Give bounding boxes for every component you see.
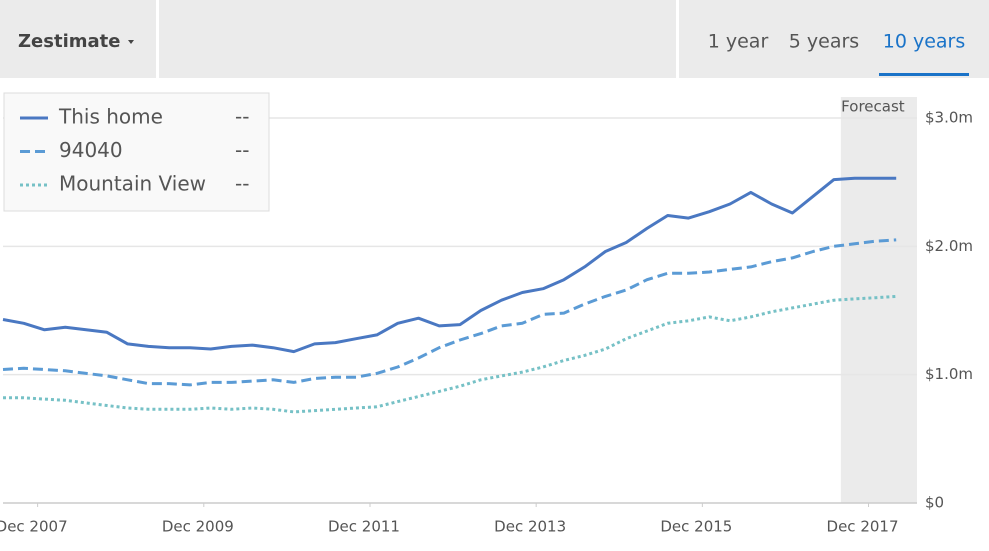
y-tick-label: $0 bbox=[925, 494, 944, 512]
x-tick-label: Dec 2007 bbox=[0, 518, 68, 536]
tab[interactable]: 5 years bbox=[789, 31, 859, 53]
tab[interactable]: 1 year bbox=[708, 31, 769, 53]
active-tab-underline bbox=[879, 73, 969, 76]
tab[interactable]: 10 years bbox=[883, 31, 966, 53]
legend: This home -- 94040 -- Mountain View -- bbox=[3, 92, 270, 212]
y-tick-label: $1.0m bbox=[925, 365, 973, 383]
header-bar bbox=[0, 0, 989, 78]
x-tick-label: Dec 2009 bbox=[162, 518, 234, 536]
divider bbox=[156, 0, 159, 78]
y-tick-label: $3.0m bbox=[925, 109, 973, 127]
caret bbox=[128, 40, 134, 44]
legend-label: 94040 bbox=[59, 138, 123, 162]
series-line bbox=[2, 238, 897, 387]
x-tick-label: Dec 2013 bbox=[494, 518, 566, 536]
x-tick-label: Dec 2011 bbox=[328, 518, 400, 536]
legend-value: -- bbox=[235, 172, 249, 196]
legend-value: -- bbox=[235, 105, 249, 129]
y-tick-label: $2.0m bbox=[925, 237, 973, 255]
divider bbox=[676, 0, 679, 78]
series-line bbox=[3, 294, 897, 414]
forecast-label: Forecast bbox=[841, 98, 905, 116]
legend-value: -- bbox=[235, 138, 249, 162]
forecast-band bbox=[840, 97, 917, 503]
legend-label: Mountain View bbox=[59, 172, 206, 196]
x-tick-label: Dec 2017 bbox=[827, 518, 899, 536]
x-tick-label: Dec 2015 bbox=[660, 518, 732, 536]
dropdown[interactable]: Zestimate bbox=[18, 31, 134, 52]
legend-box bbox=[3, 92, 270, 212]
legend-label: This home bbox=[58, 105, 163, 129]
dropdown-label[interactable]: Zestimate bbox=[18, 31, 120, 52]
series-line bbox=[2, 176, 897, 354]
